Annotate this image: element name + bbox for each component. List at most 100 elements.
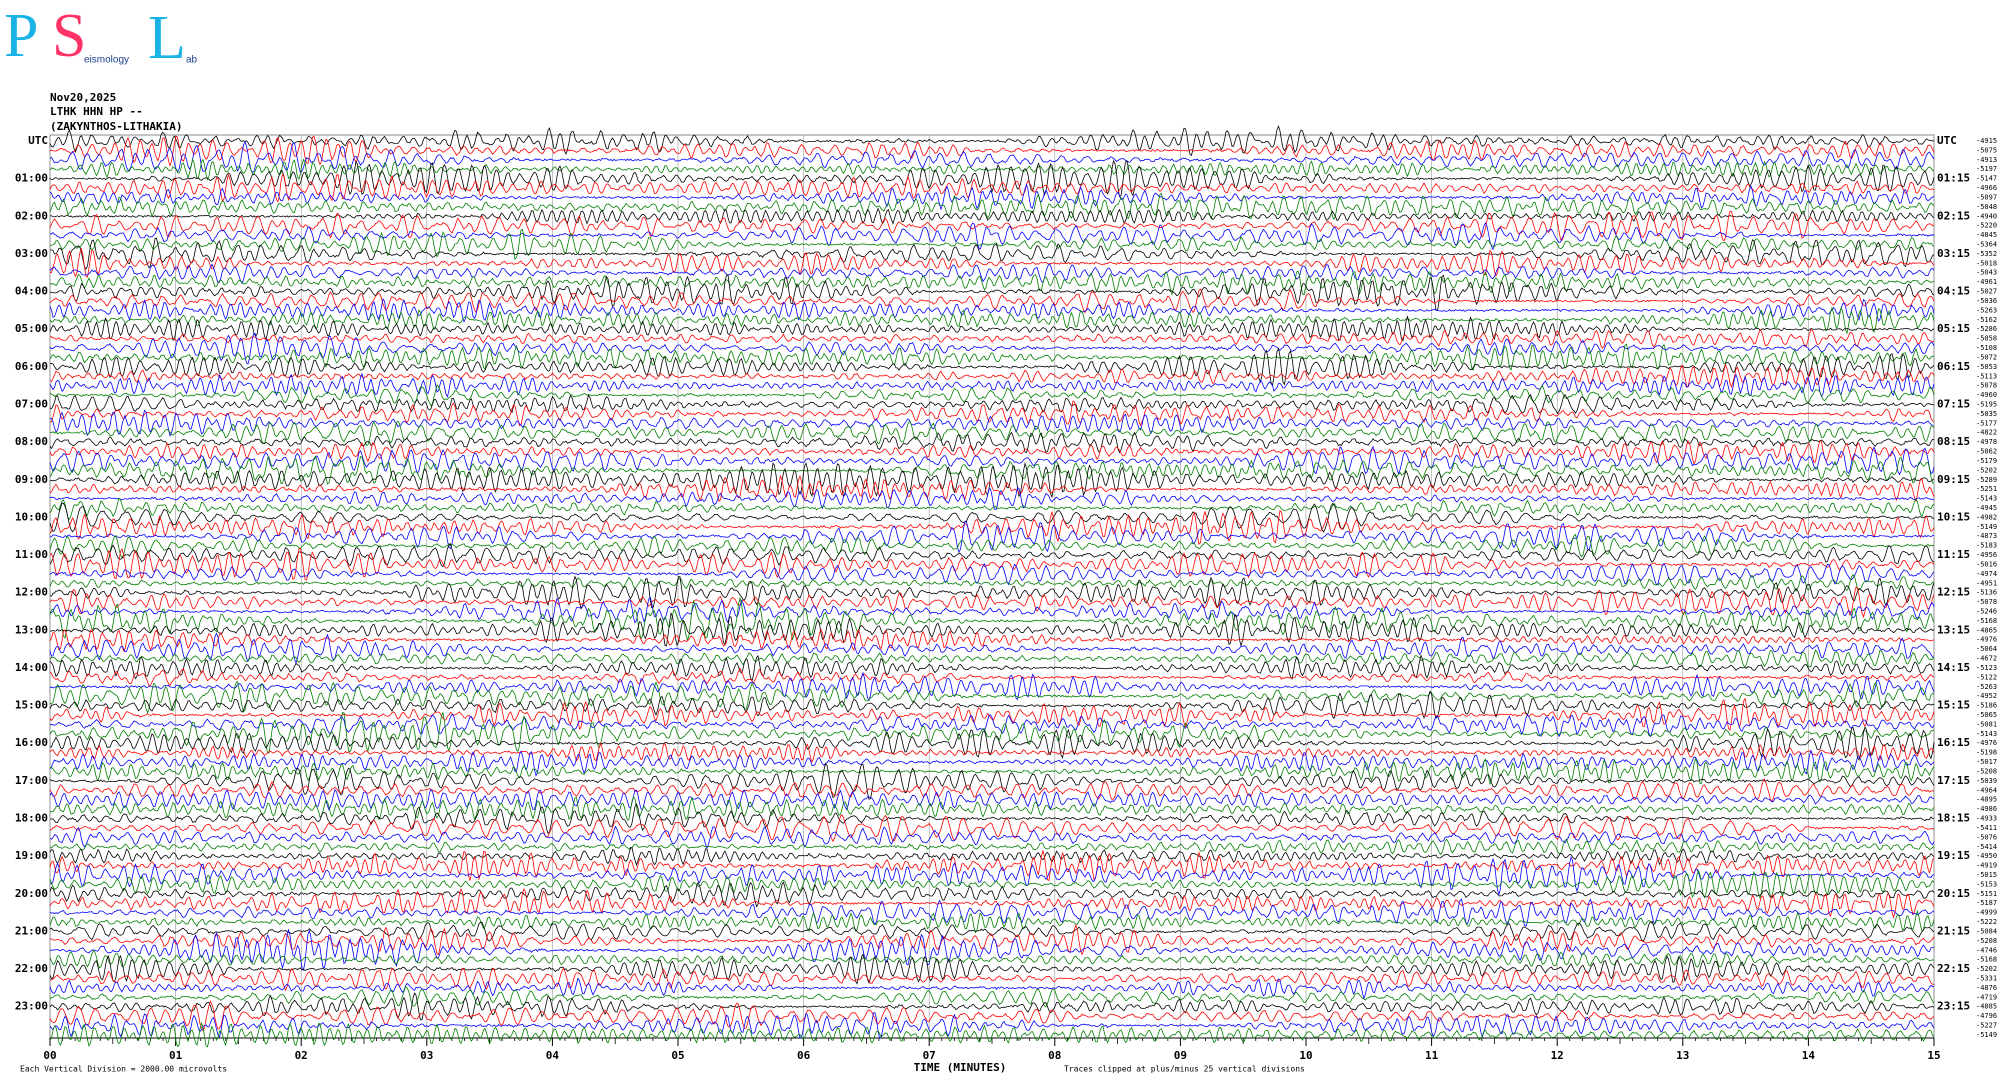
trace-offset: -4956 <box>1976 551 1997 559</box>
hour-label-right: 13:15 <box>1937 623 1970 636</box>
trace <box>49 306 1935 335</box>
trace <box>49 328 1935 349</box>
trace <box>49 547 1935 581</box>
logo-l-word: ab <box>186 55 198 66</box>
hour-label-left: 16:00 <box>15 736 48 749</box>
trace-offset: -4950 <box>1976 852 1997 860</box>
trace <box>49 332 1935 365</box>
trace <box>49 210 1935 242</box>
trace-offset: -5058 <box>1976 335 1997 343</box>
station: LTHK HHN HP -- <box>50 105 143 118</box>
trace <box>49 671 1935 702</box>
trace <box>49 869 1935 899</box>
hour-label-left: 08:00 <box>15 435 48 448</box>
trace-offset: -5198 <box>1976 749 1997 757</box>
trace <box>50 228 1935 260</box>
trace-offset: -4915 <box>1976 137 1997 145</box>
trace-offset: -4982 <box>1976 513 1997 521</box>
x-tick-label: 15 <box>1927 1049 1940 1062</box>
trace <box>49 749 1935 777</box>
trace <box>49 520 1934 553</box>
trace <box>49 898 1935 927</box>
clipping-note: Traces clipped at plus/minus 25 vertical… <box>1064 1065 1305 1074</box>
hour-label-left: 04:00 <box>15 285 48 298</box>
trace-offset: -5263 <box>1976 306 1997 314</box>
trace-offset: -5162 <box>1976 316 1997 324</box>
hour-label-right: 07:15 <box>1937 397 1970 410</box>
trace-offset: -5043 <box>1976 269 1997 277</box>
trace <box>49 992 1935 1021</box>
trace-offset: -4976 <box>1976 739 1997 747</box>
trace <box>49 363 1935 389</box>
hour-label-right: 18:15 <box>1937 812 1970 825</box>
hour-label-right: 08:15 <box>1937 435 1970 448</box>
trace <box>49 158 1935 181</box>
hour-label-left: 18:00 <box>15 812 48 825</box>
trace <box>49 207 1935 225</box>
trace <box>49 192 1935 221</box>
trace-offset: -4822 <box>1976 429 1997 437</box>
trace-offset: -5078 <box>1976 382 1997 390</box>
trace <box>49 455 1935 485</box>
trace-offset: -5149 <box>1976 1031 1997 1039</box>
hour-label-left: 11:00 <box>15 548 48 561</box>
trace <box>49 274 1935 311</box>
trace <box>49 533 1935 559</box>
trace-offset: -5123 <box>1976 664 1997 672</box>
trace <box>49 270 1935 296</box>
trace-offset: -5153 <box>1976 880 1997 888</box>
trace <box>49 742 1935 764</box>
trace <box>49 486 1934 510</box>
trace <box>49 778 1935 803</box>
trace-offset: -5202 <box>1976 466 1997 474</box>
trace-offset: -5072 <box>1976 353 1997 361</box>
trace <box>49 509 1935 546</box>
traces <box>49 125 1935 1048</box>
trace-offset: -5113 <box>1976 372 1997 380</box>
hour-label-left: 01:00 <box>15 172 48 185</box>
x-tick-label: 00 <box>43 1049 56 1062</box>
trace-offset: -5177 <box>1976 419 1997 427</box>
trace <box>49 711 1935 754</box>
trace <box>49 573 1935 592</box>
trace <box>49 183 1935 211</box>
hour-label-right: 17:15 <box>1937 774 1970 787</box>
trace <box>49 762 1935 800</box>
trace-offset: -5016 <box>1976 560 1997 568</box>
trace <box>49 595 1935 624</box>
trace-offset: -5222 <box>1976 918 1997 926</box>
trace-offset: -5286 <box>1976 325 1997 333</box>
trace <box>49 125 1935 157</box>
trace-offset: -4885 <box>1976 1003 1997 1011</box>
trace-offset: -5027 <box>1976 288 1997 296</box>
hour-label-right: 23:15 <box>1937 1000 1970 1013</box>
hour-label-right: 15:15 <box>1937 699 1970 712</box>
trace-offset: -5186 <box>1976 702 1997 710</box>
hour-label-right: 14:15 <box>1937 661 1970 674</box>
trace <box>49 445 1935 476</box>
hour-label-left: 02:00 <box>15 209 48 222</box>
logo-p: P <box>4 2 38 70</box>
trace <box>49 247 1935 278</box>
logo-l: L <box>148 4 186 72</box>
hour-label-right: 22:15 <box>1937 962 1970 975</box>
hour-label-left: 13:00 <box>15 623 48 636</box>
trace <box>49 502 1935 533</box>
trace-offset: -5149 <box>1976 523 1997 531</box>
trace-offset: -5246 <box>1976 608 1997 616</box>
trace <box>49 850 1935 882</box>
trace-offset: -5035 <box>1976 410 1997 418</box>
trace-offset: -4913 <box>1976 156 1997 164</box>
x-tick-label: 01 <box>169 1049 183 1062</box>
hour-label-left: 23:00 <box>15 1000 48 1013</box>
trace-offset: -5036 <box>1976 297 1997 305</box>
trace <box>49 968 1935 992</box>
hour-label-left: 21:00 <box>15 924 48 937</box>
hour-label-left: 10:00 <box>15 510 48 523</box>
trace-offset: -5122 <box>1976 673 1997 681</box>
trace-offset: -4873 <box>1976 532 1997 540</box>
trace-offset: -4961 <box>1976 278 1997 286</box>
trace <box>49 667 1935 687</box>
trace-offset: -4919 <box>1976 862 1997 870</box>
trace-offset: -5017 <box>1976 758 1997 766</box>
